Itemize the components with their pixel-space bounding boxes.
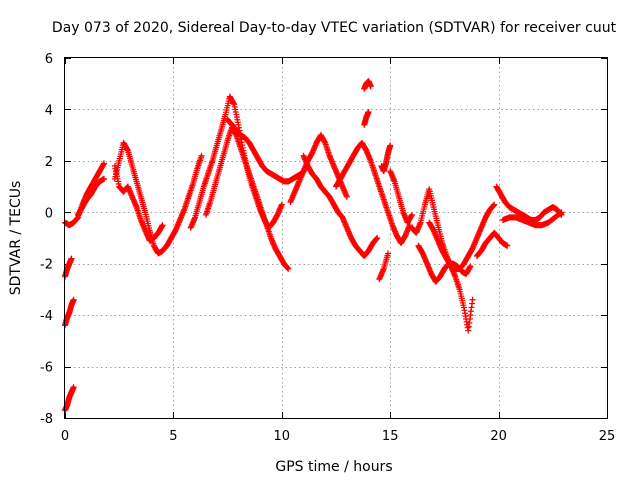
series-arc-17 <box>376 250 392 283</box>
data-point <box>198 152 205 159</box>
data-point <box>101 160 108 167</box>
data-point <box>70 384 77 391</box>
series-arc-24 <box>499 209 565 229</box>
data-point <box>343 193 350 200</box>
data-point <box>278 201 285 208</box>
data-point <box>68 255 75 262</box>
y-tick-label: -4 <box>40 309 53 324</box>
series-arc-5 <box>75 175 108 218</box>
x-tick-label: 5 <box>169 429 177 444</box>
data-point <box>504 242 511 249</box>
data-point <box>374 235 381 241</box>
series-arc-13 <box>333 139 413 247</box>
data-points <box>62 78 565 414</box>
series-arc-15 <box>361 109 372 128</box>
y-tick-label: 2 <box>45 155 53 170</box>
data-point <box>467 263 474 270</box>
series-arc-21 <box>426 201 498 272</box>
x-tick-label: 10 <box>274 429 291 444</box>
series-arc-22 <box>473 229 511 259</box>
y-axis-title: SDTVAR / TECUs <box>8 181 24 296</box>
x-axis-title: GPS time / hours <box>275 459 392 475</box>
data-point <box>469 296 476 303</box>
y-tick-labels: -8 -6 -4 -2 0 2 4 6 <box>40 52 53 427</box>
series-arc-4 <box>62 160 108 229</box>
x-tick-label: 25 <box>599 429 616 444</box>
y-tick-label: 0 <box>45 206 53 221</box>
data-point <box>159 222 166 229</box>
y-tick-label: -2 <box>40 258 53 273</box>
data-point <box>408 211 415 218</box>
y-tick-label: -8 <box>40 412 53 427</box>
x-tick-label: 0 <box>61 429 69 444</box>
x-tick-label: 15 <box>382 429 399 444</box>
y-tick-label: 6 <box>45 52 53 67</box>
series-arc-10 <box>224 116 309 185</box>
y-tick-label: -6 <box>40 361 53 376</box>
chart-title: Day 073 of 2020, Sidereal Day-to-day VTE… <box>52 20 617 36</box>
data-point <box>70 296 77 303</box>
plot-frame <box>64 57 608 419</box>
series-arc-18 <box>387 168 415 226</box>
data-point <box>367 83 374 90</box>
series-arc-12 <box>300 152 381 259</box>
data-point <box>285 265 292 272</box>
data-point <box>385 250 392 257</box>
series-arc-2 <box>62 296 77 329</box>
series-arc-14 <box>361 78 374 92</box>
series-arc-7 <box>111 163 166 244</box>
data-point <box>101 175 108 182</box>
data-point <box>491 201 498 208</box>
series-arc-16 <box>378 142 394 175</box>
series-arc-11 <box>287 132 350 205</box>
series-arc-6 <box>111 139 205 257</box>
data-point <box>365 109 372 115</box>
series-arc-3 <box>62 255 75 280</box>
series-arc-9 <box>202 124 292 272</box>
data-point <box>387 142 394 149</box>
y-tick-label: 4 <box>45 103 53 118</box>
x-tick-label: 20 <box>490 429 507 444</box>
x-tick-labels: 0 5 10 15 20 25 <box>61 429 615 444</box>
data-point <box>558 209 565 216</box>
data-point <box>557 209 564 216</box>
